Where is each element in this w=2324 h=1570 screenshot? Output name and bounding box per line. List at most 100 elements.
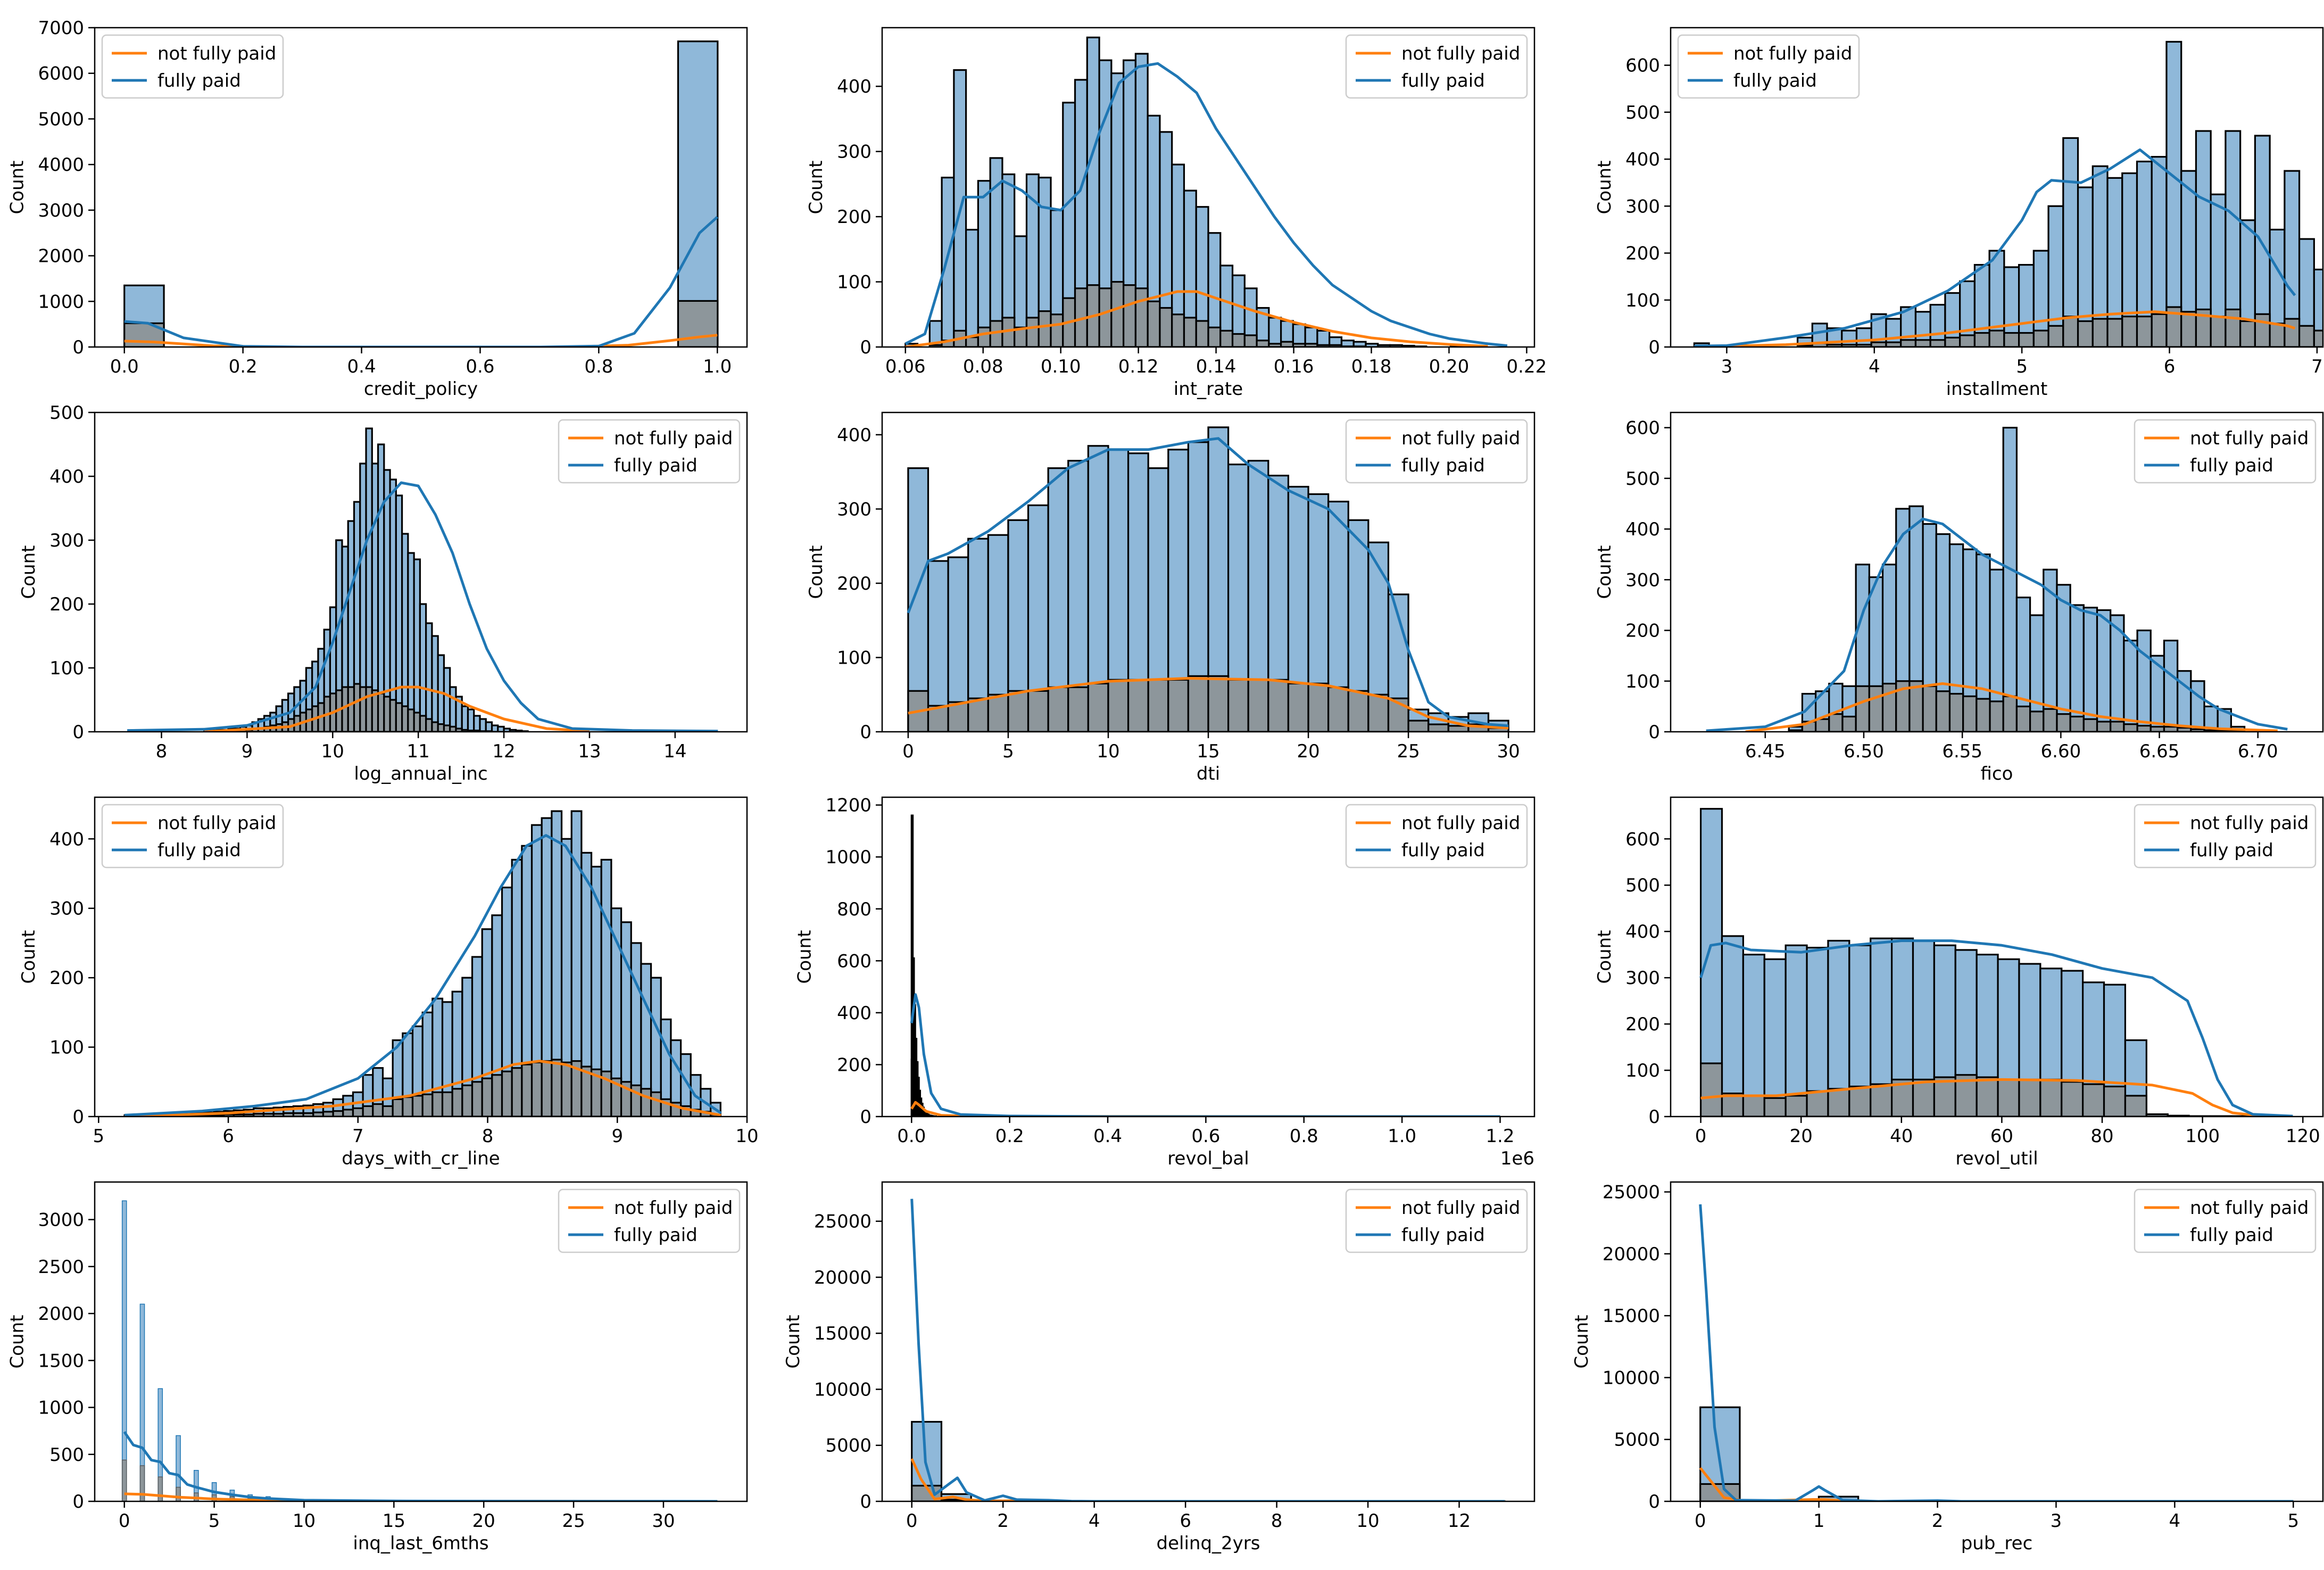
x-tick-label: 4 <box>1089 1510 1100 1532</box>
not-fully-paid-kde-line <box>1745 682 2278 732</box>
y-tick-label: 20000 <box>814 1267 872 1288</box>
not-fully-paid-bar <box>2254 313 2271 347</box>
not-fully-paid-bar <box>381 1105 394 1117</box>
not-fully-paid-bar <box>965 336 979 347</box>
y-tick-label: 300 <box>1625 569 1660 591</box>
y-tick-label: 1200 <box>825 795 872 816</box>
y-tick-label: 500 <box>1625 102 1660 123</box>
not-fully-paid-kde-line <box>124 1060 721 1117</box>
y-tick-label: 100 <box>837 272 872 293</box>
not-fully-paid-bar <box>1195 320 1209 347</box>
fully-paid-bar <box>965 228 979 347</box>
not-fully-paid-kde-line <box>905 290 1488 347</box>
not-fully-paid-bar <box>341 686 349 732</box>
x-tick-label: 10 <box>321 741 344 762</box>
fully-paid-bar <box>449 686 457 732</box>
not-fully-paid-bar <box>2313 329 2323 347</box>
fully-paid-kde-line <box>1706 517 2288 732</box>
y-tick-label: 100 <box>49 658 84 679</box>
plot-area <box>123 810 722 1117</box>
x-axis-label: revol_util <box>1955 1148 2038 1169</box>
y-tick-label: 20000 <box>1603 1244 1660 1265</box>
y-tick-label: 10000 <box>1603 1367 1660 1389</box>
not-fully-paid-bar <box>2121 316 2138 347</box>
subplot-revol-bal: 0.0 0.2 0.4 0.6 0.8 1.0 1.2 0 200 400 600 800 1000 12… <box>794 795 1536 1169</box>
x-tick-label: 0.6 <box>466 356 494 377</box>
x-tick-label: 0 <box>1695 1510 1706 1532</box>
not-fully-paid-bar <box>371 689 379 732</box>
not-fully-paid-bar <box>1900 339 1917 347</box>
x-tick-label: 0.12 <box>1118 356 1159 377</box>
not-fully-paid-bar <box>2136 316 2153 347</box>
legend-frame <box>2134 419 2317 484</box>
not-fully-paid-bar <box>1280 341 1294 347</box>
not-fully-paid-bar <box>431 1091 444 1117</box>
x-tick-label: 10 <box>1097 741 1119 762</box>
plot-area <box>907 426 1509 732</box>
x-tick-label: 25 <box>1397 741 1420 762</box>
x-tick-label: 40 <box>1890 1126 1913 1147</box>
x-tick-label: 1 <box>1813 1510 1825 1532</box>
axes-frame <box>94 411 748 733</box>
not-fully-paid-bar <box>2210 316 2227 347</box>
plot-area <box>1693 40 2323 347</box>
y-tick-label: 800 <box>837 899 872 920</box>
axes-frame <box>881 796 1536 1118</box>
x-tick-label: 3 <box>1721 356 1733 377</box>
y-tick-label: 15000 <box>1603 1305 1660 1327</box>
plot-area <box>127 427 718 732</box>
not-fully-paid-bar <box>481 1077 493 1117</box>
not-fully-paid-bar <box>521 1063 533 1117</box>
not-fully-paid-bar <box>437 723 445 732</box>
x-tick-label: 0.8 <box>1290 1126 1318 1147</box>
x-tick-label: 8 <box>156 741 168 762</box>
y-tick-label: 300 <box>49 530 84 551</box>
subplot-int-rate: 0.06 0.08 0.10 0.12 0.14 0.16 0.18 0.20 0.22 0 100… <box>806 27 1547 400</box>
not-fully-paid-bar <box>1447 725 1470 732</box>
not-fully-paid-bar <box>2029 710 2045 732</box>
not-fully-paid-bar <box>139 1465 145 1501</box>
not-fully-paid-bar <box>362 1105 374 1117</box>
y-tick-label: 500 <box>49 402 84 424</box>
not-fully-paid-bar <box>977 326 991 347</box>
axes-frame <box>1670 796 2324 1118</box>
y-tick-label: 200 <box>49 594 84 615</box>
y-tick-label: 0 <box>860 337 872 358</box>
not-fully-paid-bar <box>1110 280 1125 347</box>
not-fully-paid-bar <box>1231 333 1246 347</box>
not-fully-paid-kde-line <box>910 1458 1505 1501</box>
subplot-days-with-cr-line: 5 6 7 8 9 100100200300400days_with_cr_lineCou… <box>18 796 759 1169</box>
not-fully-paid-bar <box>1997 1078 2020 1117</box>
legend-entry: not fully paid <box>614 428 733 449</box>
plot-area <box>1706 426 2288 732</box>
fully-paid-bar <box>467 708 475 732</box>
x-tick-label: 0 <box>1695 1126 1707 1147</box>
legend-entry: not fully paid <box>2190 1197 2309 1219</box>
y-tick-label: 200 <box>837 573 872 594</box>
x-axis-label: int_rate <box>1174 378 1243 400</box>
legend-entry: not fully paid <box>1401 43 1520 64</box>
x-axis-label: fico <box>1981 763 2013 784</box>
not-fully-paid-bar <box>1699 1062 1723 1117</box>
not-fully-paid-bar <box>1327 686 1349 732</box>
y-tick-label: 25000 <box>814 1211 872 1233</box>
legend-entry: not fully paid <box>1401 428 1520 449</box>
not-fully-paid-bar <box>1870 341 1887 347</box>
x-tick-label: 0.14 <box>1196 356 1236 377</box>
not-fully-paid-bar <box>1256 340 1270 347</box>
not-fully-paid-bar <box>1134 287 1149 347</box>
not-fully-paid-bar <box>2096 721 2112 732</box>
not-fully-paid-bar <box>1868 685 1884 732</box>
not-fully-paid-bar <box>449 725 457 732</box>
x-tick-label: 30 <box>652 1510 675 1532</box>
not-fully-paid-bar <box>1784 1095 1808 1117</box>
x-tick-label: 7 <box>352 1126 364 1147</box>
y-tick-label: 1000 <box>38 291 84 312</box>
x-tick-label: 0.0 <box>897 1126 926 1147</box>
legend-frame <box>1345 419 1528 484</box>
subplot-log-annual-inc: 8 9 10 11 12 13 14 0 100 200 300 400 500 log_annual_i… <box>18 402 748 784</box>
x-tick-label: 7 <box>2311 356 2323 377</box>
not-fully-paid-bar <box>1243 334 1258 347</box>
x-tick-label: 0.20 <box>1429 356 1470 377</box>
